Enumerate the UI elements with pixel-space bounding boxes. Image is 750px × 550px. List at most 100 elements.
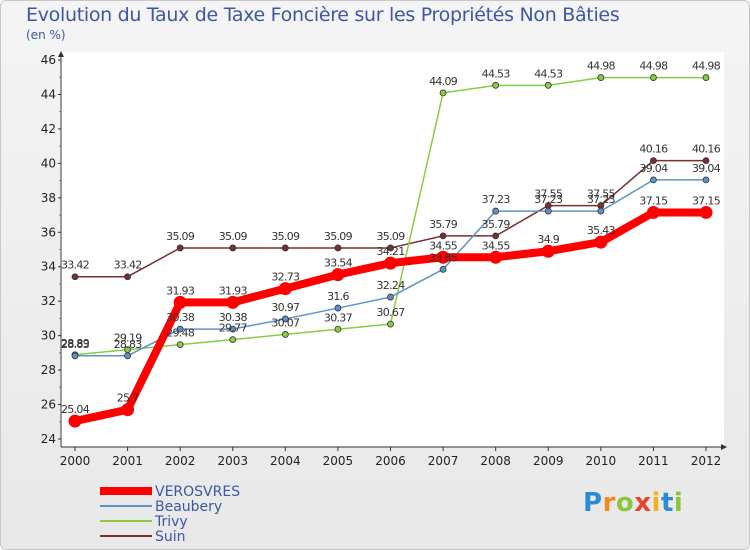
data-point-verosvres (331, 268, 345, 282)
data-point-suin (492, 232, 500, 240)
data-label-suin: 37.55 (534, 188, 563, 201)
data-label-beaubery: 31.6 (327, 290, 349, 303)
data-point-beaubery (597, 207, 605, 215)
data-point-verosvres (278, 282, 292, 296)
y-tick-label: 32 (41, 294, 56, 308)
data-label-verosvres: 31.93 (166, 284, 195, 297)
legend-label: Trivy (154, 514, 188, 530)
data-label-suin: 35.09 (324, 230, 353, 243)
data-label-beaubery: 30.38 (166, 311, 195, 324)
data-label-verosvres: 25.04 (61, 403, 90, 416)
data-label-trivy: 30.67 (377, 306, 406, 319)
data-point-beaubery (71, 352, 79, 360)
data-label-suin: 35.09 (377, 230, 406, 243)
data-point-verosvres (226, 295, 240, 309)
legend-label: Suin (155, 529, 186, 545)
data-label-suin: 35.09 (219, 230, 248, 243)
x-tick-label: 2007 (428, 454, 459, 468)
data-point-trivy (492, 81, 500, 89)
data-point-verosvres (68, 414, 82, 428)
data-point-verosvres (541, 244, 555, 258)
y-tick-label: 42 (41, 122, 56, 136)
x-tick-label: 2011 (638, 454, 669, 468)
x-tick-label: 2006 (375, 454, 406, 468)
data-point-trivy (544, 81, 552, 89)
data-point-verosvres (436, 250, 450, 264)
x-tick-label: 2012 (691, 454, 722, 468)
data-point-verosvres (173, 295, 187, 309)
y-axis-arrow (58, 51, 64, 57)
data-label-trivy: 29.77 (219, 322, 248, 335)
data-label-suin: 40.16 (692, 143, 721, 156)
data-point-beaubery (176, 325, 184, 333)
data-point-trivy (597, 74, 605, 81)
data-label-beaubery: 37.23 (482, 193, 511, 206)
chart-title: Evolution du Taux de Taxe Foncière sur l… (26, 4, 620, 26)
data-label-beaubery: 30.97 (271, 301, 300, 314)
data-label-verosvres: 34.55 (482, 239, 511, 252)
data-point-beaubery (702, 176, 710, 184)
data-label-verosvres: 31.93 (219, 284, 248, 297)
data-label-trivy: 28.89 (61, 337, 90, 350)
y-tick-label: 24 (41, 432, 56, 446)
data-label-trivy: 29.19 (114, 332, 143, 345)
y-tick-label: 46 (41, 53, 56, 67)
y-tick-label: 26 (41, 398, 56, 412)
x-tick-label: 2002 (165, 454, 196, 468)
data-label-suin: 40.16 (639, 143, 668, 156)
data-point-suin (439, 232, 447, 240)
data-point-trivy (387, 320, 394, 328)
data-point-beaubery (334, 304, 342, 312)
x-tick-label: 2004 (270, 454, 301, 468)
logo-letter: x (634, 488, 652, 518)
data-label-beaubery: 39.04 (639, 162, 668, 175)
y-tick-label: 34 (41, 260, 56, 274)
data-point-trivy (176, 341, 184, 348)
x-tick-label: 2005 (323, 454, 354, 468)
data-point-suin (229, 244, 237, 252)
data-label-verosvres: 33.54 (324, 257, 353, 270)
data-point-beaubery (439, 265, 447, 273)
x-tick-label: 2001 (112, 454, 143, 468)
legend-label: VEROSVRES (155, 484, 240, 500)
data-label-beaubery: 28.83 (61, 338, 90, 351)
legend-label: Beaubery (155, 499, 222, 515)
data-point-suin (702, 157, 710, 165)
logo-letter: r (602, 488, 616, 518)
data-label-suin: 35.79 (429, 218, 458, 231)
x-tick-label: 2010 (586, 454, 617, 468)
y-tick-label: 36 (41, 225, 56, 239)
data-point-suin (387, 244, 394, 252)
logo-letter: t (660, 488, 674, 518)
data-label-beaubery: 28.83 (114, 338, 143, 351)
data-point-trivy (229, 336, 237, 343)
data-point-beaubery (492, 207, 500, 215)
data-label-trivy: 44.53 (534, 67, 563, 80)
y-tick-label: 38 (41, 191, 56, 205)
data-label-beaubery: 32.24 (377, 279, 406, 292)
data-label-suin: 35.09 (166, 230, 195, 243)
y-tick-label: 30 (41, 329, 56, 343)
data-label-suin: 33.42 (114, 259, 142, 272)
data-label-trivy: 30.37 (324, 311, 353, 324)
data-label-beaubery: 30.38 (219, 311, 248, 324)
data-point-trivy (281, 331, 289, 338)
data-point-trivy (439, 89, 447, 97)
unit-label: (en %) (26, 28, 66, 42)
data-label-suin: 37.55 (587, 188, 616, 201)
data-label-suin: 35.79 (482, 218, 511, 231)
data-label-verosvres: 34.9 (537, 233, 559, 246)
data-label-verosvres: 32.73 (271, 271, 300, 284)
data-point-verosvres (646, 205, 660, 219)
x-tick-label: 2003 (217, 454, 248, 468)
data-point-verosvres (594, 235, 608, 249)
data-label-trivy: 44.98 (639, 60, 668, 73)
data-label-beaubery: 33.85 (429, 251, 458, 264)
data-point-suin (124, 273, 131, 281)
data-point-suin (650, 157, 657, 165)
data-point-beaubery (387, 293, 394, 301)
data-point-verosvres (384, 256, 397, 270)
x-tick-label: 2009 (533, 454, 564, 468)
data-point-beaubery (650, 176, 657, 184)
